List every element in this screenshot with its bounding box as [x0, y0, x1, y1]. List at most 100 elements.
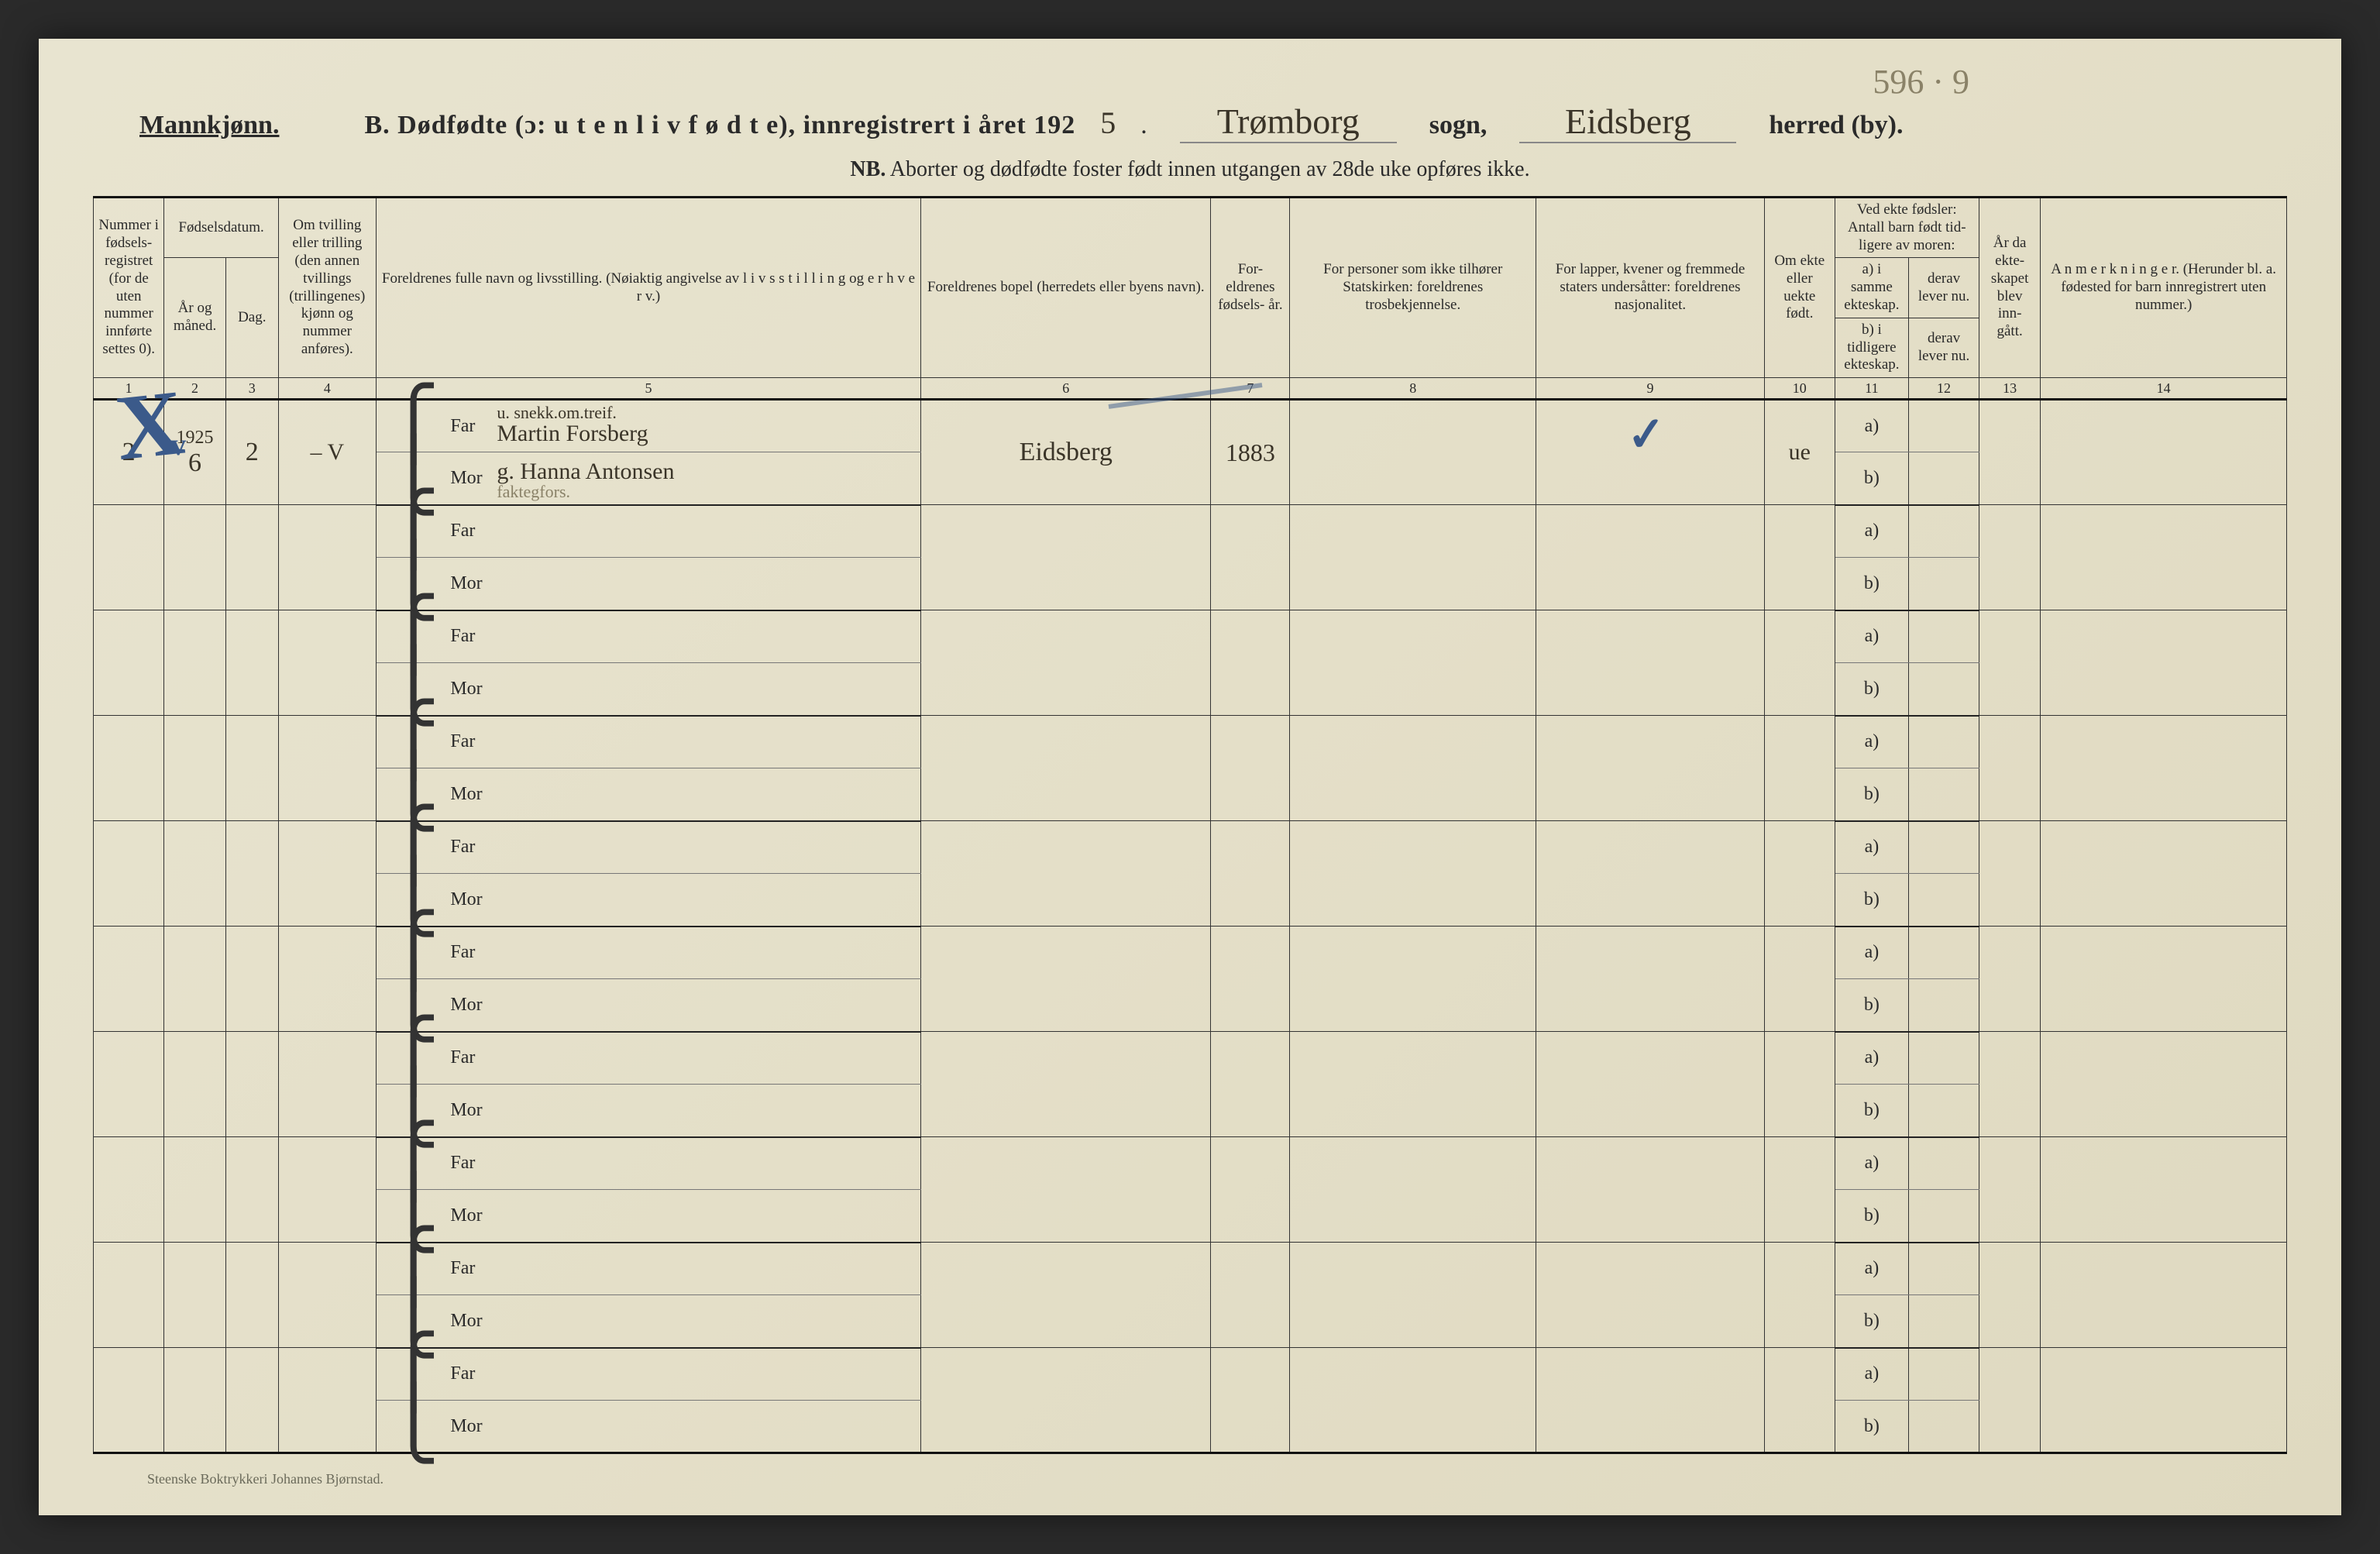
- cell-tvilling: [278, 610, 376, 716]
- cell-mor: ⎩ Mor: [376, 768, 920, 821]
- sogn-value: Trømborg: [1180, 101, 1397, 143]
- cell-anm: [2041, 1032, 2287, 1137]
- cell-mor: ⎩ Mor: [376, 663, 920, 716]
- cell-ekteskap-aar: [1979, 927, 2040, 1032]
- mor-label: Mor: [450, 995, 486, 1016]
- cell-far: ⎧ Far: [376, 1032, 920, 1085]
- cell-ekteskap-aar: [1979, 1348, 2040, 1453]
- cell-bopel: [921, 610, 1211, 716]
- cell-ekteskap-aar: [1979, 821, 2040, 927]
- col-2-group: Fødselsdatum.: [164, 198, 278, 258]
- cell-far: ⎧ Far: [376, 1243, 920, 1295]
- cell-tros: [1290, 716, 1536, 821]
- cell-far: ⎧ Far: [376, 821, 920, 874]
- cell-anm: [2041, 505, 2287, 610]
- cell-ekte: [1764, 716, 1835, 821]
- colnum-12: 12: [1909, 378, 1979, 400]
- cell-ekte: [1764, 821, 1835, 927]
- cell-ekte: [1764, 1348, 1835, 1453]
- mannkjonn-label: Mannkjønn.: [139, 111, 279, 140]
- cell-tros: [1290, 1032, 1536, 1137]
- cell-day: [225, 821, 278, 927]
- sogn-label: sogn,: [1429, 111, 1488, 140]
- nb-text: Aborter og dødfødte foster født innen ut…: [890, 157, 1530, 181]
- cell-far: ⎧ Far u. snekk.om.treif.Martin Forsberg: [376, 400, 920, 452]
- far-value: u. snekk.om.treif.Martin Forsberg: [497, 405, 916, 447]
- col-2b-header: Dag.: [225, 258, 278, 378]
- far-label: Far: [450, 626, 486, 647]
- cell-bopel: Eidsberg: [921, 400, 1211, 505]
- cell-foreldre-aar: [1211, 1348, 1290, 1453]
- cell-mor: ⎩ Mor: [376, 979, 920, 1032]
- cell-tros: [1290, 821, 1536, 927]
- cell-anm: [2041, 400, 2287, 505]
- cell-year-month: [164, 1348, 225, 1453]
- cell-tvilling: [278, 1032, 376, 1137]
- cell-ekte: ue: [1764, 400, 1835, 505]
- register-page: 596 · 9 Mannkjønn. B. Dødfødte (ɔ: u t e…: [39, 39, 2341, 1515]
- cell-far: ⎧ Far: [376, 927, 920, 979]
- cell-a-lever: [1909, 1348, 1979, 1401]
- cell-b-lever: [1909, 874, 1979, 927]
- cell-num: [94, 716, 164, 821]
- cell-day: [225, 610, 278, 716]
- far-label: Far: [450, 731, 486, 752]
- cell-foreldre-aar: [1211, 1243, 1290, 1348]
- cell-year-month: [164, 927, 225, 1032]
- col-11b2-header: derav lever nu.: [1909, 318, 1979, 377]
- cell-ekte: [1764, 927, 1835, 1032]
- col-10-header: Om ekte eller uekte født.: [1764, 198, 1835, 378]
- cell-ekte: [1764, 505, 1835, 610]
- title-period: .: [1140, 111, 1147, 140]
- cell-a: a): [1835, 1137, 1909, 1190]
- cell-b-lever: [1909, 768, 1979, 821]
- cell-tvilling: [278, 821, 376, 927]
- colnum-5: 5: [376, 378, 920, 400]
- cell-nasj: [1536, 927, 1765, 1032]
- cell-num: [94, 610, 164, 716]
- mor-label: Mor: [450, 1311, 486, 1332]
- cell-b: b): [1835, 663, 1909, 716]
- colnum-3: 3: [225, 378, 278, 400]
- cell-a-lever: [1909, 821, 1979, 874]
- colnum-14: 14: [2041, 378, 2287, 400]
- mor-label: Mor: [450, 1205, 486, 1226]
- cell-day: [225, 1137, 278, 1243]
- cell-a-lever: [1909, 1137, 1979, 1190]
- cell-a-lever: [1909, 505, 1979, 558]
- cell-anm: [2041, 821, 2287, 927]
- cell-year-month: [164, 716, 225, 821]
- far-label: Far: [450, 1363, 486, 1384]
- cell-mor: ⎩ Mor: [376, 1401, 920, 1453]
- col-11a-header: a) i samme ekteskap.: [1835, 258, 1909, 318]
- cell-ekteskap-aar: [1979, 716, 2040, 821]
- cell-b-lever: [1909, 979, 1979, 1032]
- cell-a: a): [1835, 927, 1909, 979]
- cell-far: ⎧ Far: [376, 1348, 920, 1401]
- far-label: Far: [450, 942, 486, 963]
- table-body: 2192562– V ⎧ Far u. snekk.om.treif.Marti…: [94, 400, 2287, 1453]
- cell-nasj: [1536, 1348, 1765, 1453]
- colnum-11: 11: [1835, 378, 1909, 400]
- cell-foreldre-aar: [1211, 505, 1290, 610]
- cell-b: b): [1835, 1085, 1909, 1137]
- cell-tvilling: [278, 1243, 376, 1348]
- cell-year-month: [164, 610, 225, 716]
- cell-anm: [2041, 610, 2287, 716]
- cell-tvilling: [278, 1137, 376, 1243]
- col-1-header: Nummer i fødsels- registret (for de uten…: [94, 198, 164, 378]
- far-label: Far: [450, 1047, 486, 1068]
- cell-a-lever: [1909, 610, 1979, 663]
- cell-b: b): [1835, 979, 1909, 1032]
- cell-bopel: [921, 927, 1211, 1032]
- cell-bopel: [921, 1137, 1211, 1243]
- col-7-header: For- eldrenes fødsels- år.: [1211, 198, 1290, 378]
- cell-nasj: [1536, 610, 1765, 716]
- cell-mor: ⎩ Mor: [376, 1085, 920, 1137]
- colnum-4: 4: [278, 378, 376, 400]
- col-4-header: Om tvilling eller trilling (den annen tv…: [278, 198, 376, 378]
- cell-foreldre-aar: [1211, 927, 1290, 1032]
- cell-b-lever: [1909, 1085, 1979, 1137]
- col-13-header: År da ekte- skapet blev inn- gått.: [1979, 198, 2040, 378]
- nb-label: NB.: [850, 157, 886, 181]
